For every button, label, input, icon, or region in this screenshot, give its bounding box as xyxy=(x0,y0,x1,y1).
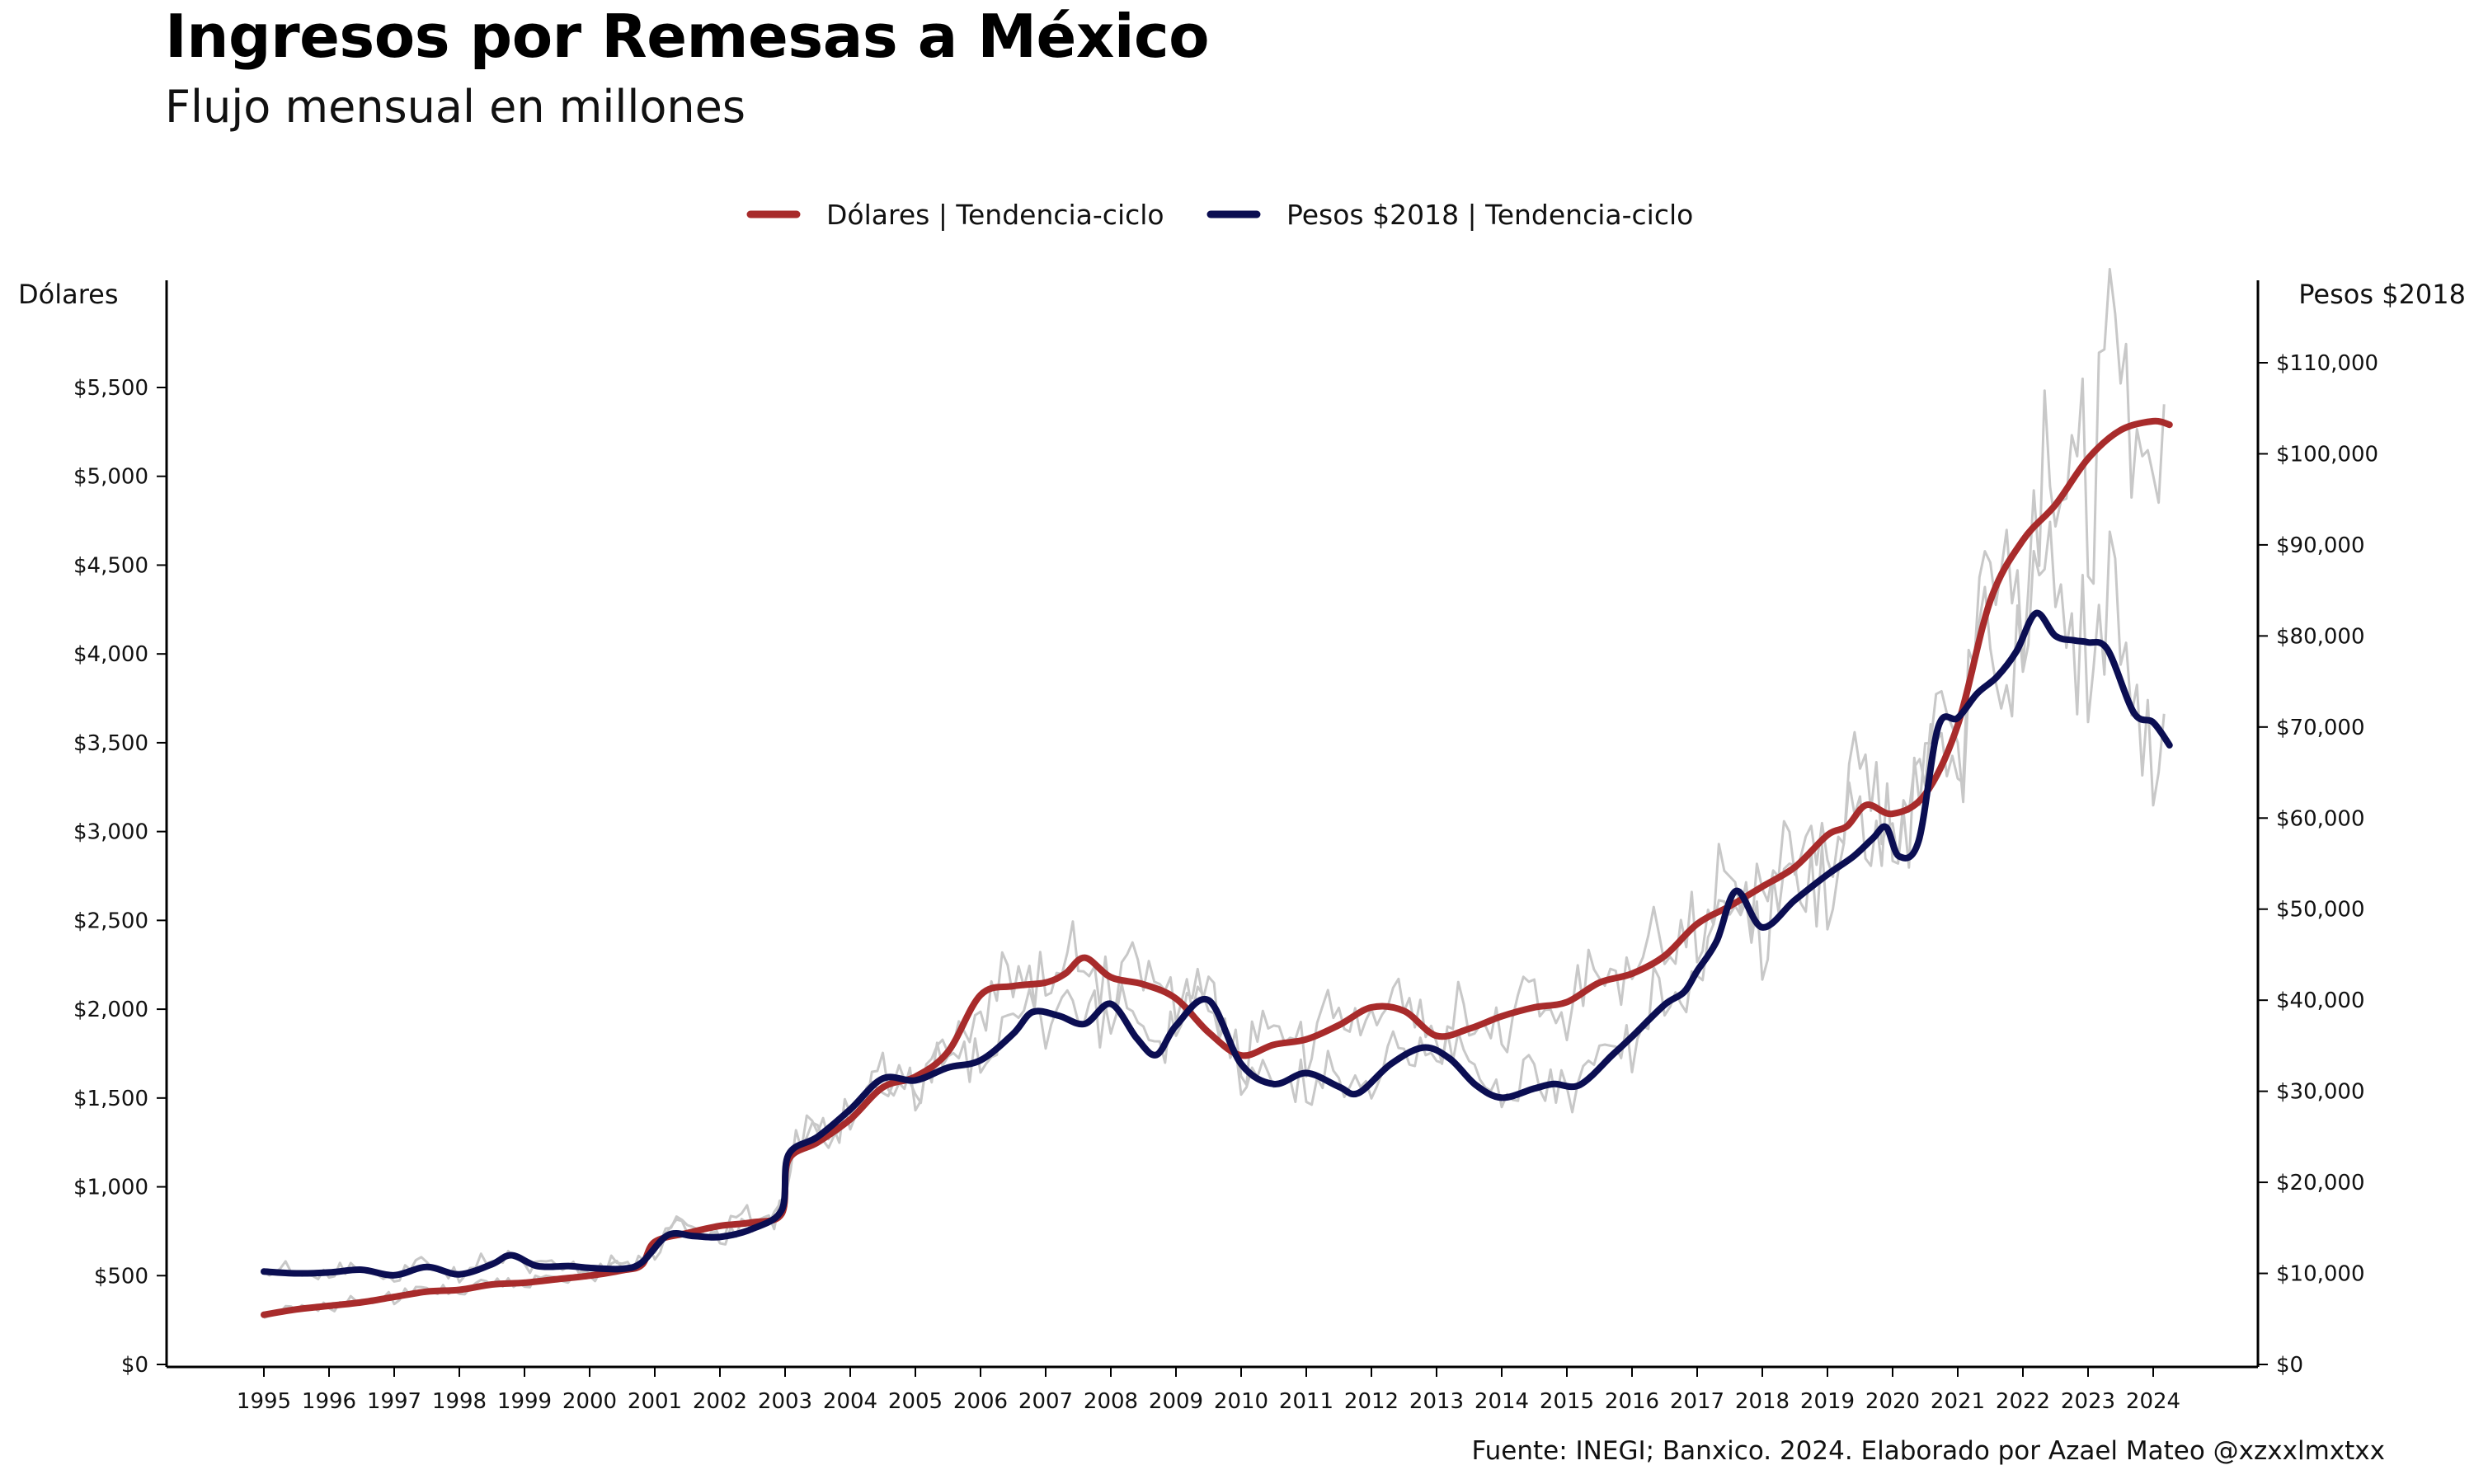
x-tick-label: 2014 xyxy=(1475,1389,1529,1414)
right-tick-label: $90,000 xyxy=(2276,533,2365,558)
x-tick-label: 2000 xyxy=(562,1389,617,1414)
right-tick-label: $50,000 xyxy=(2276,898,2365,923)
left-tick-label: $3,500 xyxy=(73,731,148,756)
right-tick-label: $60,000 xyxy=(2276,806,2365,831)
left-tick-label: $4,000 xyxy=(73,642,148,667)
x-tick-label: 1995 xyxy=(237,1389,291,1414)
legend-label: Pesos $2018 | Tendencia-ciclo xyxy=(1286,199,1693,231)
x-tick-label: 2016 xyxy=(1605,1389,1659,1414)
right-axis-title: Pesos $2018 xyxy=(2298,279,2466,310)
x-tick-label: 2022 xyxy=(1996,1389,2050,1414)
right-tick-label: $100,000 xyxy=(2276,442,2378,467)
x-tick-label: 2017 xyxy=(1670,1389,1724,1414)
x-tick-label: 2011 xyxy=(1279,1389,1333,1414)
left-tick-label: $2,000 xyxy=(73,998,148,1022)
x-tick-label: 1998 xyxy=(432,1389,487,1414)
left-tick-label: $3,000 xyxy=(73,820,148,845)
legend-item-pesos: Pesos $2018 | Tendencia-ciclo xyxy=(1206,199,1693,231)
x-tick-label: 1999 xyxy=(497,1389,552,1414)
x-tick-label: 2004 xyxy=(823,1389,877,1414)
right-tick-label: $80,000 xyxy=(2276,624,2365,649)
right-tick-label: $10,000 xyxy=(2276,1262,2365,1287)
left-tick-label: $0 xyxy=(121,1353,148,1378)
x-tick-label: 2003 xyxy=(758,1389,812,1414)
x-tick-label: 1997 xyxy=(367,1389,421,1414)
left-tick-label: $4,500 xyxy=(73,553,148,578)
right-tick-label: $20,000 xyxy=(2276,1171,2365,1195)
x-tick-label: 2010 xyxy=(1214,1389,1268,1414)
right-tick-label: $30,000 xyxy=(2276,1080,2365,1105)
x-tick-label: 2001 xyxy=(628,1389,682,1414)
raw-line-0 xyxy=(263,267,2166,1319)
legend: Dólares | Tendencia-ciclo Pesos $2018 | T… xyxy=(746,199,1693,231)
x-tick-label: 2021 xyxy=(1931,1389,1985,1414)
x-tick-label: 2019 xyxy=(1800,1389,1855,1414)
x-tick-label: 2005 xyxy=(888,1389,943,1414)
left-tick-label: $5,500 xyxy=(73,376,148,401)
legend-item-dollars: Dólares | Tendencia-ciclo xyxy=(746,199,1164,231)
x-tick-label: 1996 xyxy=(302,1389,356,1414)
x-tick-label: 2009 xyxy=(1149,1389,1203,1414)
x-tick-label: 2015 xyxy=(1540,1389,1594,1414)
right-tick-label: $110,000 xyxy=(2276,351,2378,376)
left-tick-label: $1,000 xyxy=(73,1176,148,1200)
x-tick-label: 2018 xyxy=(1735,1389,1790,1414)
x-tick-label: 2012 xyxy=(1344,1389,1399,1414)
x-tick-label: 2006 xyxy=(953,1389,1008,1414)
right-tick-label: $0 xyxy=(2276,1353,2303,1378)
legend-label: Dólares | Tendencia-ciclo xyxy=(826,199,1164,231)
x-tick-label: 2024 xyxy=(2126,1389,2180,1414)
x-tick-label: 2020 xyxy=(1865,1389,1920,1414)
left-tick-label: $500 xyxy=(94,1264,148,1289)
right-tick-label: $70,000 xyxy=(2276,716,2365,740)
pesos-trend-line xyxy=(261,609,2173,1279)
x-tick-label: 2008 xyxy=(1084,1389,1138,1414)
x-tick-label: 2023 xyxy=(2061,1389,2115,1414)
chart-title: Ingresos por Remesas a México xyxy=(165,2,1210,71)
raw-line-1 xyxy=(263,520,2166,1284)
left-tick-label: $1,500 xyxy=(73,1087,148,1111)
x-tick-label: 2002 xyxy=(693,1389,747,1414)
left-axis-title: Dólares xyxy=(18,279,119,310)
left-tick-label: $5,000 xyxy=(73,465,148,490)
right-tick-label: $40,000 xyxy=(2276,989,2365,1013)
chart-subtitle: Flujo mensual en millones xyxy=(165,81,746,133)
dollars-trend-line xyxy=(261,417,2173,1318)
monthly-raw-series xyxy=(263,267,2166,1319)
left-tick-label: $2,500 xyxy=(73,909,148,933)
trend-series-group xyxy=(261,417,2173,1318)
axes-group: $0 $500 $1,000 $1,500 $2,000 $2,500 $3,000 $3,5… xyxy=(18,279,2466,1414)
x-tick-label: 2013 xyxy=(1409,1389,1464,1414)
x-tick-label: 2007 xyxy=(1018,1389,1073,1414)
source-note: Fuente: INEGI; Banxico. 2024. Elaborado … xyxy=(1471,1436,2386,1466)
